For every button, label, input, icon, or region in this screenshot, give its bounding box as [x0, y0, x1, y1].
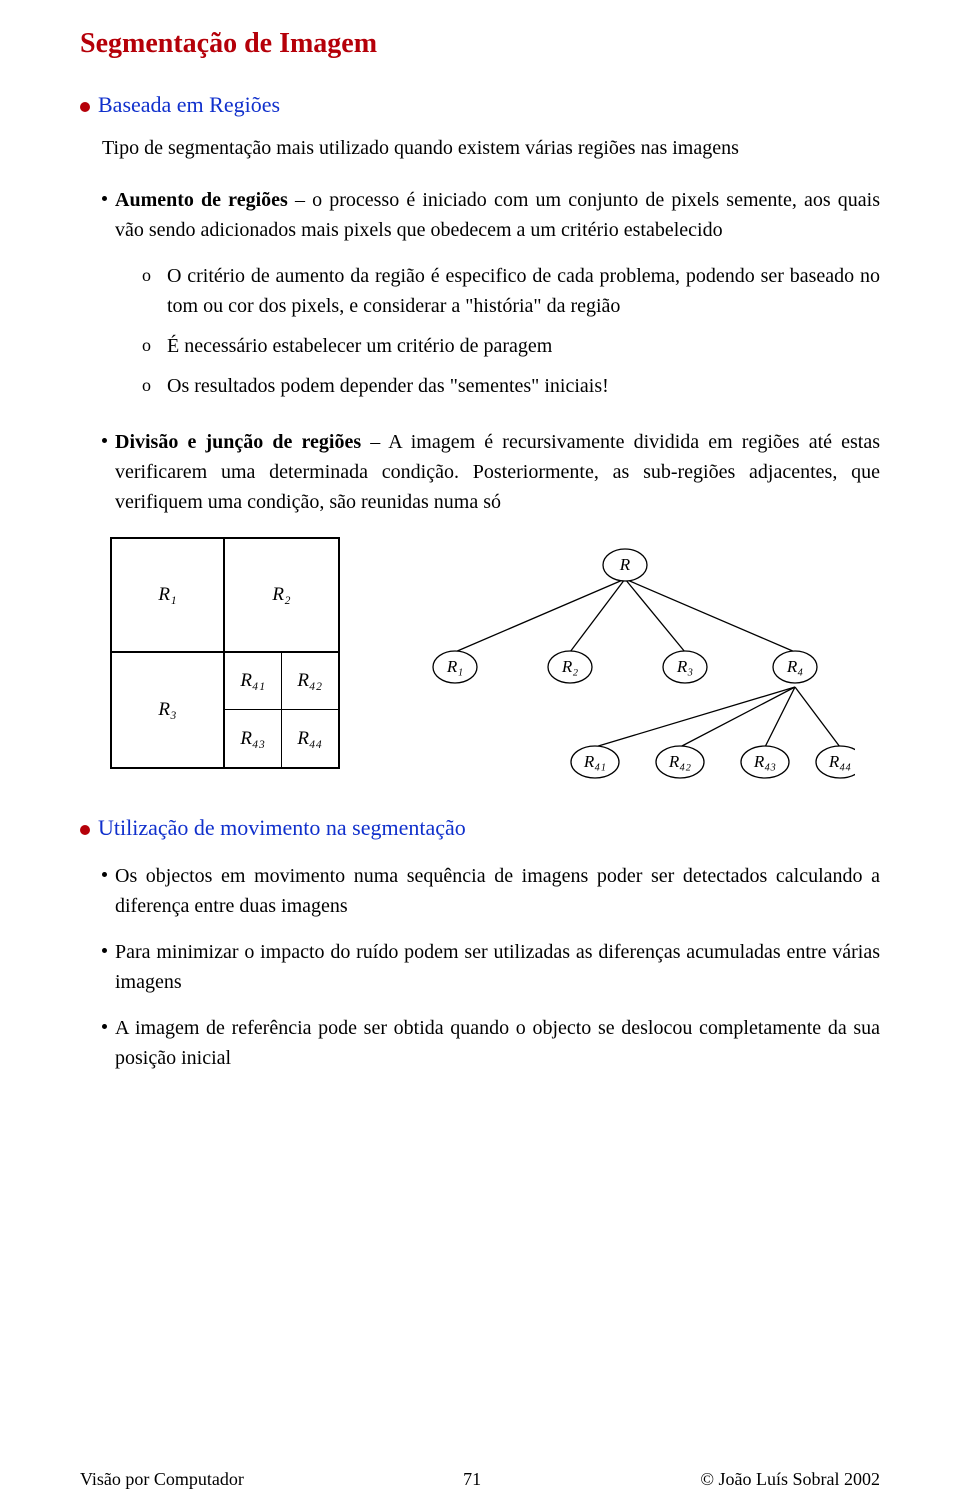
dot-icon: [102, 1024, 107, 1029]
sub-marker: o: [142, 371, 151, 400]
sub-marker: o: [142, 331, 151, 360]
tree-node: R₄₃: [753, 752, 776, 771]
cell-r44: R₄₄: [282, 710, 339, 767]
sub-item: o Os resultados podem depender das "seme…: [142, 371, 880, 401]
tree-diagram: R R₁ R₂ R₃ R₄ R₄₁ R₄₂ R₄₃ R₄₄: [395, 537, 855, 787]
cell-r1: R₁: [112, 539, 225, 651]
bullet-icon: [80, 825, 90, 835]
cell-r2: R₂: [225, 539, 338, 651]
tree-node: R₃: [676, 657, 693, 676]
section-heading-row: Baseada em Regiões: [80, 92, 880, 118]
section-heading-row: Utilização de movimento na segmentação: [80, 815, 880, 841]
tree-node: R₄: [786, 657, 803, 676]
list-item: Divisão e junção de regiões – A imagem é…: [102, 427, 880, 517]
tree-node: R₂: [561, 657, 578, 676]
page-title: Segmentação de Imagem: [80, 28, 880, 60]
section-heading: Utilização de movimento na segmentação: [98, 815, 466, 841]
list-item: A imagem de referência pode ser obtida q…: [102, 1013, 880, 1073]
footer-left: Visão por Computador: [80, 1469, 244, 1490]
dot-icon: [102, 438, 107, 443]
cell-r3: R₃: [112, 653, 225, 767]
section-heading: Baseada em Regiões: [98, 92, 280, 118]
cell-r41: R₄₁: [225, 653, 282, 710]
bullet-icon: [80, 102, 90, 112]
footer-page-number: 71: [463, 1469, 481, 1490]
item-lead: Divisão e junção de regiões: [115, 431, 361, 453]
footer-right: © João Luís Sobral 2002: [700, 1469, 880, 1490]
dot-icon: [102, 948, 107, 953]
intro-paragraph: Tipo de segmentação mais utilizado quand…: [102, 134, 880, 163]
tree-node: R₄₂: [668, 752, 691, 771]
page-footer: Visão por Computador 71 © João Luís Sobr…: [80, 1469, 880, 1490]
list-item: Aumento de regiões – o processo é inicia…: [102, 185, 880, 245]
figures-row: R₁ R₂ R₃ R₄₁ R₄₂ R₄₃ R₄₄: [110, 537, 880, 787]
tree-node: R₄₄: [828, 752, 851, 771]
item-text: A imagem de referência pode ser obtida q…: [115, 1013, 880, 1073]
sub-item: o O critério de aumento da região é espe…: [142, 261, 880, 321]
item-lead: Aumento de regiões: [115, 189, 288, 211]
sub-text: Os resultados podem depender das "sement…: [167, 371, 609, 401]
tree-node-root: R: [619, 555, 631, 574]
tree-node: R₄₁: [583, 752, 606, 771]
cell-r43: R₄₃: [225, 710, 282, 767]
list-item: Os objectos em movimento numa sequência …: [102, 861, 880, 921]
dot-icon: [102, 196, 107, 201]
sub-text: O critério de aumento da região é especi…: [167, 261, 880, 321]
quadtree-grid-figure: R₁ R₂ R₃ R₄₁ R₄₂ R₄₃ R₄₄: [110, 537, 340, 769]
sub-item: o É necessário estabelecer um critério d…: [142, 331, 880, 361]
dot-icon: [102, 872, 107, 877]
tree-node: R₁: [446, 657, 463, 676]
sub-marker: o: [142, 261, 151, 290]
sub-text: É necessário estabelecer um critério de …: [167, 331, 552, 361]
cell-r42: R₄₂: [282, 653, 339, 710]
item-text: Para minimizar o impacto do ruído podem …: [115, 937, 880, 997]
list-item: Para minimizar o impacto do ruído podem …: [102, 937, 880, 997]
item-text: Os objectos em movimento numa sequência …: [115, 861, 880, 921]
